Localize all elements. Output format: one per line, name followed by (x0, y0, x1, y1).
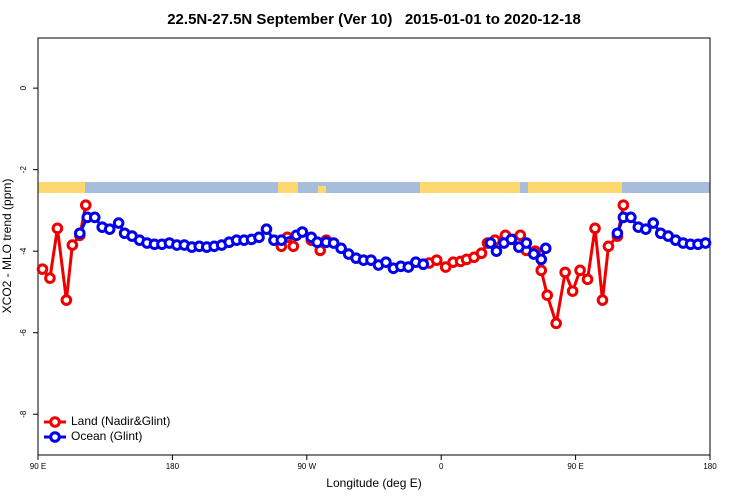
data-point (88, 211, 101, 224)
legend-swatch-marker (49, 416, 61, 428)
ocean-strip (38, 182, 710, 193)
x-tick-label: 90 W (297, 462, 316, 471)
data-point (602, 240, 615, 253)
land-strip (278, 182, 298, 193)
data-point (559, 266, 571, 279)
data-point (699, 237, 712, 249)
data-point (439, 261, 452, 273)
y-tick-label: -6 (19, 329, 28, 337)
data-point (574, 264, 586, 277)
data-point (541, 289, 554, 302)
data-point (380, 256, 392, 268)
data-point (275, 234, 288, 246)
data-point (260, 223, 273, 235)
data-point (74, 227, 86, 240)
data-point (589, 222, 601, 235)
data-point (417, 258, 430, 271)
data-point (520, 237, 533, 249)
chart-title: 22.5N-27.5N September (Ver 10) 2015-01-0… (167, 11, 581, 28)
legend-swatch-marker (49, 431, 61, 443)
data-point (596, 294, 609, 306)
land-strip (38, 182, 85, 193)
data-point (566, 285, 579, 297)
y-tick-label: -4 (19, 247, 28, 255)
data-point (430, 254, 443, 266)
data-point (539, 242, 552, 255)
data-point (514, 229, 527, 242)
data-point (365, 254, 377, 266)
data-point (484, 237, 497, 249)
y-tick-label: 0 (19, 85, 28, 90)
x-tick-label: 0 (439, 462, 444, 471)
data-point (625, 211, 637, 224)
data-point (490, 245, 503, 257)
data-point (335, 242, 347, 255)
data-point (535, 264, 548, 277)
data-point (647, 217, 660, 229)
land-ocean-strip (38, 182, 710, 193)
data-point (311, 236, 324, 249)
data-point (60, 294, 73, 306)
data-point (296, 226, 309, 238)
data-point (550, 317, 562, 330)
data-point (402, 261, 415, 273)
data-point (527, 248, 540, 260)
data-point (287, 240, 300, 253)
data-point (112, 217, 125, 229)
data-point (253, 231, 265, 244)
land-strip (528, 182, 622, 193)
data-point (103, 223, 116, 235)
data-point (51, 222, 64, 235)
x-tick-label: 180 (166, 462, 180, 471)
legend-label: Ocean (Glint) (71, 429, 142, 443)
y-tick-label: -8 (19, 410, 28, 418)
data-point (475, 247, 488, 260)
data-point (611, 227, 624, 240)
data-point (79, 199, 92, 211)
x-axis-label: Longitude (deg E) (326, 476, 421, 490)
data-point (617, 199, 630, 211)
data-point (581, 273, 594, 286)
x-tick-label: 90 E (30, 462, 46, 471)
x-tick-label: 90 E (567, 462, 583, 471)
data-point (44, 272, 56, 284)
data-point (327, 237, 340, 249)
data-point (66, 239, 79, 251)
data-point (505, 233, 518, 246)
y-tick-label: -2 (19, 166, 28, 174)
x-tick-label: 180 (703, 462, 717, 471)
land-strip (318, 186, 326, 193)
data-point (36, 263, 49, 275)
legend-label: Land (Nadir&Glint) (71, 414, 170, 428)
land-strip (420, 182, 520, 193)
data-point (639, 223, 652, 235)
data-point (535, 253, 548, 266)
y-axis-label: XCO2 - MLO trend (ppm) (0, 179, 14, 314)
